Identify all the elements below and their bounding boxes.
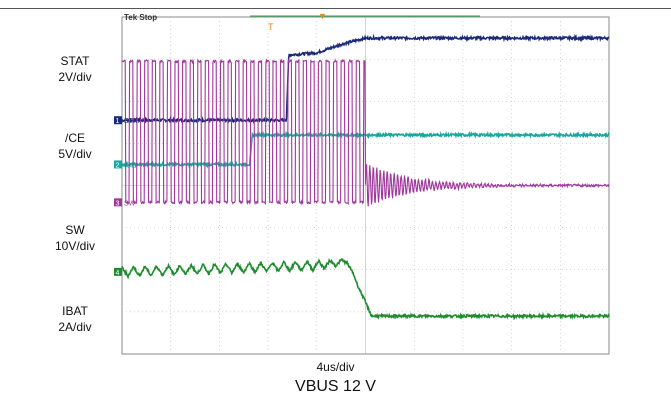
trace-label-ce: /CE xyxy=(124,162,136,169)
channel-marker-sw xyxy=(114,198,122,207)
waveform-traces xyxy=(121,33,610,321)
trace-label-sw: SW xyxy=(124,200,136,207)
channel-label-stat: STAT 2V/div xyxy=(30,53,120,85)
channel-marker-ce xyxy=(114,160,122,169)
trace-stat xyxy=(121,33,610,124)
figure-caption: VBUS 12 V xyxy=(295,378,376,395)
ce-scale: 5V/div xyxy=(58,147,92,161)
trace-il xyxy=(121,257,610,321)
ibat-name: IBAT xyxy=(62,304,88,318)
trigger-level-marker: ▼ xyxy=(318,11,327,21)
timebase-label: 4us/div xyxy=(316,360,355,374)
status-text: Tek Stop xyxy=(124,13,157,22)
ibat-scale: 2A/div xyxy=(58,320,92,334)
channel-label-ibat: IBAT 2A/div xyxy=(30,303,120,335)
channel-marker-number-stat: 1 xyxy=(116,118,120,125)
trigger-position-marker: T xyxy=(268,22,274,32)
stat-name: STAT xyxy=(60,54,90,68)
channel-label-ce: /CE 5V/div xyxy=(30,130,120,162)
channel-label-sw: SW 10V/div xyxy=(30,222,120,254)
top-rule xyxy=(0,8,671,9)
channel-marker-stat xyxy=(114,116,122,125)
channel-marker-number-sw: 3 xyxy=(116,200,120,207)
sw-name: SW xyxy=(65,223,85,237)
sw-scale: 10V/div xyxy=(54,239,96,253)
stat-scale: 2V/div xyxy=(58,70,92,84)
trace-sw xyxy=(121,57,610,207)
channel-marker-number-ce: 2 xyxy=(116,162,120,169)
trace-label-il: IL xyxy=(124,270,130,277)
trace-label-stat: STAT xyxy=(124,118,142,125)
channel-marker-number-il: 4 xyxy=(116,270,120,277)
channel-markers: 1 STAT 2/CE 3 SW 4 IL xyxy=(114,116,142,277)
channel-marker-il xyxy=(114,267,122,276)
ce-name: /CE xyxy=(64,131,85,145)
